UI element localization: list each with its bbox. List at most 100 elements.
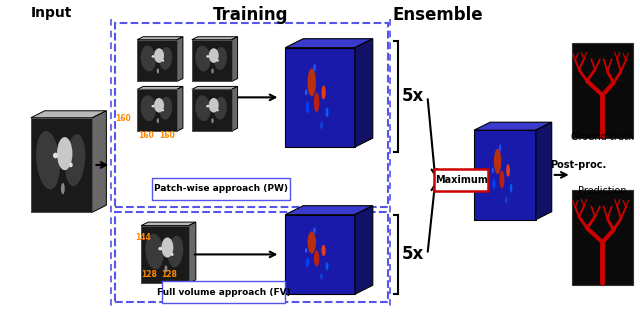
Ellipse shape: [499, 145, 501, 152]
Text: Ground truth: Ground truth: [571, 132, 634, 142]
Text: 128: 128: [141, 270, 157, 279]
Text: Full volume approach (FV): Full volume approach (FV): [157, 288, 291, 297]
Ellipse shape: [492, 179, 495, 189]
Polygon shape: [192, 86, 237, 89]
Polygon shape: [192, 37, 237, 40]
Polygon shape: [189, 222, 196, 283]
Text: Maximum: Maximum: [435, 175, 488, 185]
FancyBboxPatch shape: [31, 118, 92, 212]
FancyBboxPatch shape: [137, 89, 177, 131]
Ellipse shape: [314, 92, 319, 112]
Text: 160: 160: [115, 114, 131, 123]
Ellipse shape: [141, 46, 156, 72]
Ellipse shape: [326, 107, 328, 117]
FancyBboxPatch shape: [572, 190, 633, 285]
Ellipse shape: [69, 163, 73, 167]
FancyBboxPatch shape: [162, 281, 285, 303]
Ellipse shape: [159, 97, 172, 120]
Ellipse shape: [308, 69, 316, 96]
Polygon shape: [177, 86, 183, 131]
Ellipse shape: [209, 98, 219, 112]
FancyBboxPatch shape: [141, 226, 189, 283]
Text: 128: 128: [161, 270, 177, 279]
Polygon shape: [137, 86, 183, 89]
Ellipse shape: [494, 149, 501, 174]
Ellipse shape: [209, 48, 219, 63]
Ellipse shape: [158, 247, 162, 250]
Text: 160: 160: [159, 131, 175, 140]
Ellipse shape: [510, 184, 513, 193]
Polygon shape: [31, 111, 106, 118]
FancyBboxPatch shape: [137, 40, 177, 82]
Ellipse shape: [206, 55, 209, 58]
FancyBboxPatch shape: [435, 169, 488, 191]
FancyBboxPatch shape: [474, 130, 536, 220]
Ellipse shape: [171, 253, 173, 256]
Ellipse shape: [306, 101, 309, 113]
Polygon shape: [285, 39, 372, 48]
Ellipse shape: [145, 234, 164, 269]
Ellipse shape: [211, 68, 214, 73]
Text: Post-proc.: Post-proc.: [550, 160, 606, 170]
Ellipse shape: [195, 95, 211, 121]
Ellipse shape: [313, 227, 316, 234]
FancyBboxPatch shape: [192, 40, 232, 82]
Polygon shape: [177, 37, 183, 82]
Ellipse shape: [141, 95, 156, 121]
Ellipse shape: [152, 105, 155, 107]
Ellipse shape: [214, 97, 227, 120]
Text: 144: 144: [135, 233, 151, 242]
Ellipse shape: [499, 170, 504, 188]
Ellipse shape: [305, 248, 307, 253]
Ellipse shape: [36, 131, 60, 189]
Ellipse shape: [157, 118, 159, 123]
Ellipse shape: [214, 47, 227, 70]
Text: Prediction: Prediction: [578, 186, 627, 196]
Polygon shape: [141, 222, 196, 226]
Ellipse shape: [168, 236, 183, 267]
Ellipse shape: [314, 250, 319, 266]
Polygon shape: [232, 37, 237, 82]
FancyBboxPatch shape: [141, 226, 189, 283]
Polygon shape: [355, 39, 372, 147]
FancyBboxPatch shape: [137, 40, 177, 82]
Text: Input: Input: [31, 6, 72, 20]
FancyBboxPatch shape: [192, 40, 232, 82]
Text: 160: 160: [138, 131, 154, 140]
Polygon shape: [232, 86, 237, 131]
Ellipse shape: [152, 55, 155, 58]
Ellipse shape: [162, 60, 164, 62]
Ellipse shape: [161, 238, 173, 258]
Text: 5x: 5x: [402, 245, 424, 263]
Polygon shape: [536, 122, 552, 220]
Ellipse shape: [313, 64, 316, 72]
FancyBboxPatch shape: [31, 118, 92, 212]
Polygon shape: [474, 122, 552, 130]
FancyBboxPatch shape: [152, 178, 291, 200]
Text: Patch-wise approach (PW): Patch-wise approach (PW): [154, 184, 288, 193]
Ellipse shape: [53, 153, 58, 158]
Ellipse shape: [320, 273, 323, 280]
Ellipse shape: [216, 60, 219, 62]
Ellipse shape: [195, 46, 211, 72]
Polygon shape: [355, 206, 372, 294]
Text: Ensemble: Ensemble: [392, 6, 483, 24]
Ellipse shape: [306, 258, 309, 267]
FancyBboxPatch shape: [192, 89, 232, 131]
Ellipse shape: [505, 196, 508, 203]
Ellipse shape: [321, 245, 326, 256]
Ellipse shape: [211, 118, 214, 123]
Ellipse shape: [492, 168, 493, 173]
FancyBboxPatch shape: [572, 43, 633, 138]
FancyBboxPatch shape: [285, 215, 355, 294]
Polygon shape: [92, 111, 106, 212]
Ellipse shape: [157, 68, 159, 73]
Ellipse shape: [162, 109, 164, 111]
Ellipse shape: [308, 231, 316, 254]
Ellipse shape: [506, 164, 510, 177]
FancyBboxPatch shape: [137, 89, 177, 131]
Ellipse shape: [305, 89, 307, 95]
Ellipse shape: [216, 109, 219, 111]
Ellipse shape: [159, 47, 172, 70]
Ellipse shape: [321, 85, 326, 99]
